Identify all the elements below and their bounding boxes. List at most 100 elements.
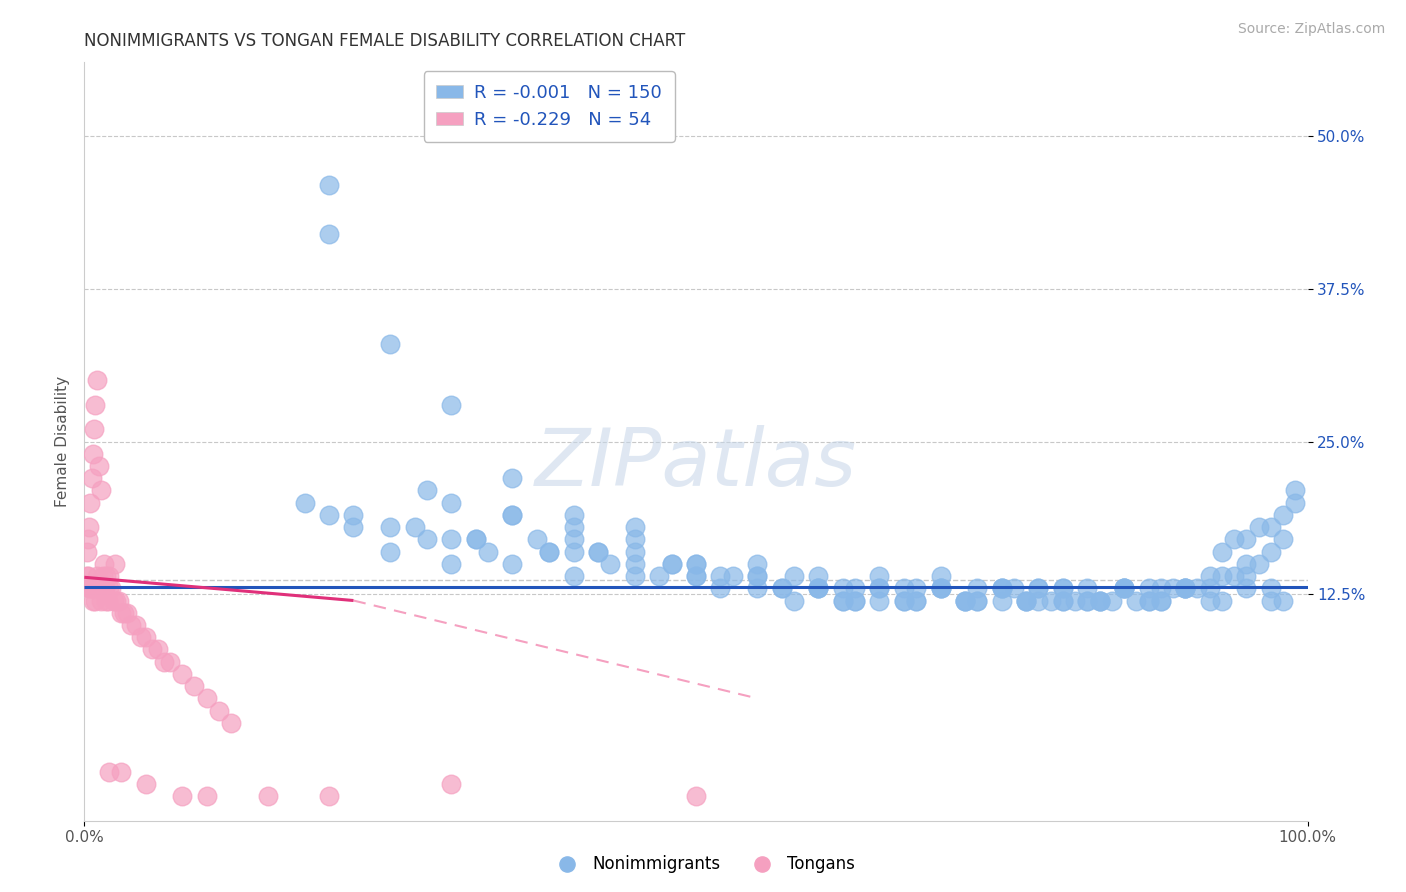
Point [1174, 582, 1197, 596]
Point [929, 582, 952, 596]
Point [1088, 593, 1111, 607]
Point [747, 557, 769, 571]
Point [770, 582, 793, 596]
Point [129, 630, 152, 644]
Point [1052, 582, 1074, 596]
Point [991, 582, 1014, 596]
Point [709, 582, 731, 596]
Point [93, 582, 115, 596]
Point [172, 789, 194, 804]
Point [1137, 593, 1160, 607]
Point [1174, 582, 1197, 596]
Point [380, 544, 402, 558]
Point [685, 557, 707, 571]
Point [440, 777, 463, 791]
Point [82, 447, 104, 461]
Point [153, 655, 176, 669]
Point [562, 508, 585, 522]
Point [115, 606, 138, 620]
Point [1150, 582, 1173, 596]
Point [1088, 593, 1111, 607]
Point [80, 471, 103, 485]
Point [76, 569, 98, 583]
Text: NONIMMIGRANTS VS TONGAN FEMALE DISABILITY CORRELATION CHART: NONIMMIGRANTS VS TONGAN FEMALE DISABILIT… [84, 32, 686, 50]
Point [538, 544, 561, 558]
Point [893, 593, 915, 607]
Point [1114, 582, 1136, 596]
Point [953, 593, 976, 607]
Point [1114, 582, 1136, 596]
Point [807, 582, 830, 596]
Point [1272, 533, 1295, 547]
Point [869, 582, 891, 596]
Text: ZIPatlas: ZIPatlas [534, 425, 858, 503]
Point [96, 593, 118, 607]
Point [91, 569, 114, 583]
Point [1198, 593, 1220, 607]
Point [135, 630, 157, 644]
Point [1223, 533, 1246, 547]
Point [1211, 593, 1233, 607]
Point [318, 508, 340, 522]
Point [90, 483, 112, 498]
Point [1260, 593, 1282, 607]
Point [183, 679, 205, 693]
Point [624, 544, 647, 558]
Point [404, 520, 426, 534]
Point [747, 569, 769, 583]
Y-axis label: Female Disability: Female Disability [55, 376, 70, 508]
Point [1015, 593, 1038, 607]
Legend: Nonimmigrants, Tongans: Nonimmigrants, Tongans [544, 848, 862, 880]
Point [120, 618, 142, 632]
Point [416, 533, 439, 547]
Point [685, 789, 707, 804]
Point [869, 569, 891, 583]
Point [562, 569, 585, 583]
Point [107, 593, 129, 607]
Point [97, 593, 120, 607]
Point [1052, 593, 1074, 607]
Point [1015, 593, 1038, 607]
Point [869, 593, 891, 607]
Point [905, 582, 928, 596]
Point [89, 582, 111, 596]
Point [84, 593, 107, 607]
Point [84, 398, 107, 412]
Point [1114, 582, 1136, 596]
Point [342, 508, 364, 522]
Point [709, 569, 731, 583]
Point [526, 533, 548, 547]
Point [141, 642, 163, 657]
Point [966, 593, 988, 607]
Point [83, 422, 105, 436]
Point [77, 582, 100, 596]
Point [104, 557, 127, 571]
Point [96, 569, 118, 583]
Point [502, 471, 524, 485]
Point [257, 789, 280, 804]
Point [807, 569, 830, 583]
Point [1028, 582, 1050, 596]
Point [783, 593, 806, 607]
Point [135, 777, 157, 791]
Point [380, 520, 402, 534]
Point [172, 666, 194, 681]
Point [502, 557, 524, 571]
Point [966, 582, 988, 596]
Point [416, 483, 439, 498]
Point [502, 508, 524, 522]
Point [1125, 593, 1147, 607]
Point [110, 606, 132, 620]
Point [440, 398, 463, 412]
Point [1150, 593, 1173, 607]
Point [159, 655, 181, 669]
Point [905, 593, 928, 607]
Point [1284, 496, 1306, 510]
Point [380, 336, 402, 351]
Point [831, 593, 853, 607]
Point [1028, 582, 1050, 596]
Point [94, 582, 117, 596]
Legend: R = -0.001   N = 150, R = -0.229   N = 54: R = -0.001 N = 150, R = -0.229 N = 54 [423, 71, 675, 142]
Point [586, 544, 609, 558]
Point [1076, 582, 1098, 596]
